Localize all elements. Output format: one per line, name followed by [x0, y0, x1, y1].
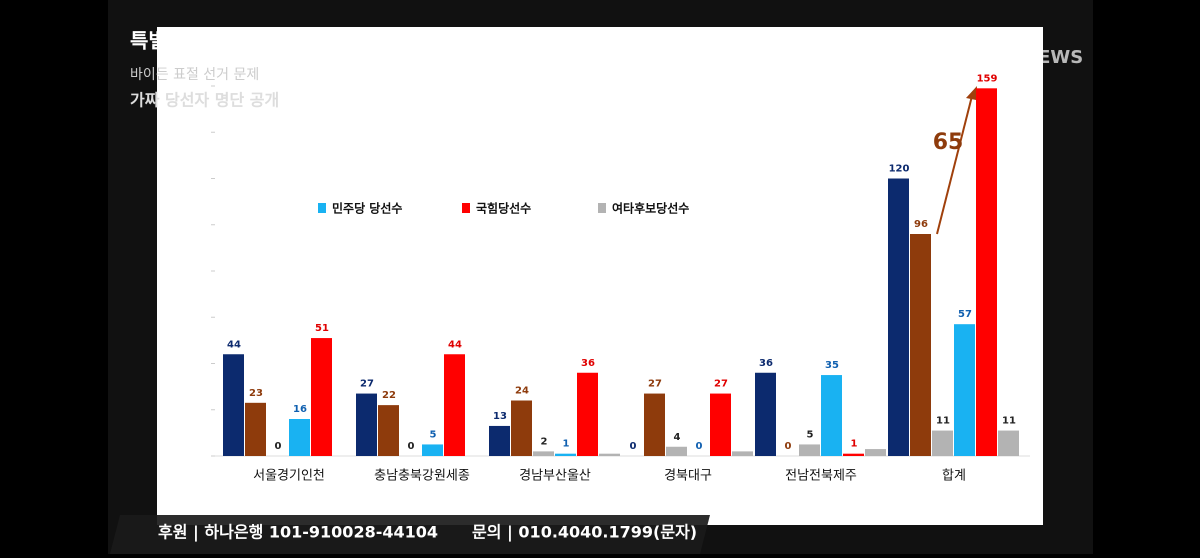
value-label: 13 — [493, 411, 507, 422]
bar — [289, 419, 310, 456]
value-label: 27 — [360, 379, 374, 390]
bar — [356, 393, 377, 456]
x-tick-label: 경남부산울산 — [519, 469, 591, 484]
x-tick-label: 합계 — [942, 469, 966, 484]
contact-info: 문의 | 010.4040.1799(문자) — [472, 523, 697, 543]
bar — [644, 393, 665, 456]
value-label: 27 — [714, 379, 728, 390]
legend-label: 국힘당선수 — [476, 201, 531, 216]
bar — [223, 354, 244, 456]
bar — [732, 451, 753, 456]
value-label: 5 — [430, 429, 437, 440]
logo: VON NEWS — [973, 47, 1083, 68]
value-label: 44 — [227, 339, 241, 350]
x-tick-label: 경북대구 — [664, 469, 712, 484]
bar — [577, 372, 598, 456]
value-label: 44 — [448, 339, 462, 350]
bar — [976, 88, 997, 456]
value-label: 23 — [249, 388, 263, 399]
value-label: 0 — [408, 441, 415, 452]
bar — [932, 430, 953, 456]
bar — [599, 453, 620, 456]
legend-swatch — [462, 203, 470, 213]
bar — [755, 372, 776, 456]
bar — [489, 425, 510, 456]
bar — [444, 354, 465, 456]
value-label: 11 — [936, 416, 950, 427]
value-label: 1 — [563, 439, 570, 450]
value-label: 96 — [914, 219, 928, 230]
value-label: 36 — [581, 358, 595, 369]
value-label: 11 — [1002, 416, 1016, 427]
bar — [821, 375, 842, 456]
value-label: 0 — [696, 441, 703, 452]
bar — [799, 444, 820, 456]
bar — [710, 393, 731, 456]
value-label: 120 — [889, 164, 910, 175]
value-label: 5 — [807, 429, 814, 440]
x-tick-label: 서울경기인천 — [253, 469, 325, 484]
legend-swatch — [318, 203, 326, 213]
value-label: 0 — [275, 441, 282, 452]
headline: 가짜 당선자 명단 공개 — [130, 91, 279, 110]
bar — [555, 453, 576, 456]
bar — [245, 402, 266, 456]
value-label: 1 — [851, 439, 858, 450]
bar — [865, 449, 886, 456]
value-label: 22 — [382, 390, 396, 401]
bar — [511, 400, 532, 456]
x-tick-label: 전남전북제주 — [785, 469, 857, 484]
bar — [954, 324, 975, 456]
bar — [666, 446, 687, 456]
legend-label: 민주당 당선수 — [332, 201, 402, 216]
program-title: 특별기획 — [130, 29, 204, 53]
subtitle: 바이든 표절 선거 문제 — [130, 67, 259, 83]
legend-label: 여타후보당선수 — [612, 201, 689, 216]
value-label: 27 — [648, 379, 662, 390]
value-label: 36 — [759, 358, 773, 369]
value-label: 0 — [785, 441, 792, 452]
annotation: 65 — [933, 130, 964, 155]
value-label: 16 — [293, 404, 307, 415]
bar — [998, 430, 1019, 456]
bar — [843, 453, 864, 456]
bar — [533, 451, 554, 456]
value-label: 57 — [958, 309, 972, 320]
bar — [422, 444, 443, 456]
value-label: 51 — [315, 323, 329, 334]
value-label: 159 — [977, 73, 998, 84]
bar — [888, 178, 909, 456]
arrow-line — [936, 95, 973, 235]
value-label: 0 — [630, 441, 637, 452]
value-label: 4 — [674, 432, 681, 443]
arrow-head — [966, 86, 977, 100]
bar — [378, 405, 399, 456]
donate-info: 후원 | 하나은행 101-910028-44104 — [158, 523, 438, 543]
bar — [311, 338, 332, 456]
bar — [910, 234, 931, 456]
value-label: 2 — [541, 436, 548, 447]
value-label: 35 — [825, 360, 839, 371]
footer-bar — [110, 515, 710, 554]
value-label: 24 — [515, 386, 529, 397]
x-tick-label: 충남충북강원세종 — [374, 469, 470, 484]
legend-swatch — [598, 203, 606, 213]
